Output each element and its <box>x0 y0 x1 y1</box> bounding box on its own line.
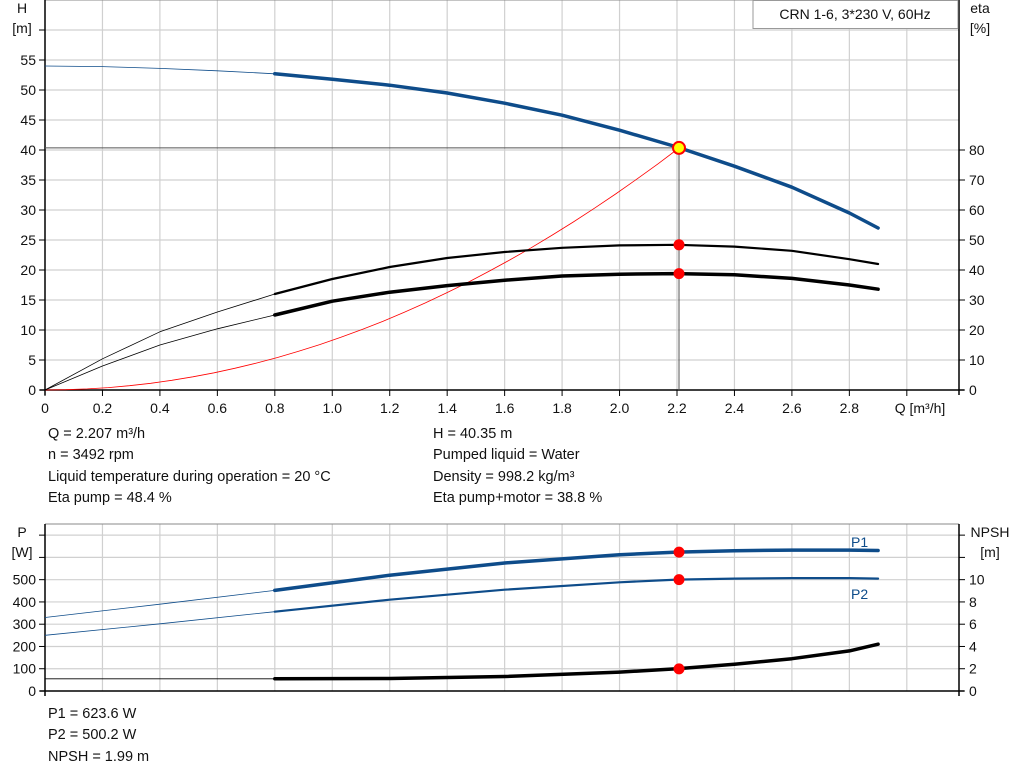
x-tick-label: 0.8 <box>265 400 285 416</box>
duty-point-marker <box>672 140 687 155</box>
chart-title: CRN 1-6, 3*230 V, 60Hz <box>779 6 930 22</box>
x-tick-label: 1.0 <box>323 400 343 416</box>
curve-npsh <box>273 642 880 681</box>
info-p2: P2 = 500.2 W <box>48 727 137 743</box>
legend-p1: P1 <box>851 534 868 550</box>
info-temperature: Liquid temperature during operation = 20… <box>48 469 331 485</box>
x-tick-label: 1.4 <box>437 400 457 416</box>
x-tick-label: 0 <box>41 400 49 416</box>
x-tick-label: 1.2 <box>380 400 400 416</box>
y2-tick-label: 4 <box>969 638 977 654</box>
curve-p2-extrapolated <box>44 611 275 636</box>
y-tick-label: 45 <box>20 112 36 128</box>
y2-tick-label: 60 <box>969 202 985 218</box>
y2-tick-label: 0 <box>969 382 977 398</box>
info-p1: P1 = 623.6 W <box>48 706 137 722</box>
y2-tick-label: 6 <box>969 616 977 632</box>
y2-tick-label: 2 <box>969 661 977 677</box>
y2-axis-label: NPSH <box>971 524 1010 540</box>
x-tick-label: 1.8 <box>552 400 572 416</box>
eta-pump-marker <box>673 239 685 251</box>
y-tick-label: 500 <box>13 572 37 588</box>
x-tick-label: 2.8 <box>840 400 860 416</box>
y-axis-label: H <box>17 0 27 16</box>
y-tick-label: 100 <box>13 661 37 677</box>
info-flow: Q = 2.207 m³/h <box>48 426 146 442</box>
y-tick-label: 30 <box>20 202 36 218</box>
info-head: H = 40.35 m <box>433 426 513 442</box>
curve-head <box>273 72 880 230</box>
y-tick-label: 200 <box>13 638 37 654</box>
y-tick-label: 300 <box>13 616 37 632</box>
x-tick-label: 2.0 <box>610 400 630 416</box>
p1-marker <box>673 546 685 558</box>
curve-p1-extrapolated <box>44 590 275 618</box>
legend-p2: P2 <box>851 586 868 602</box>
curve-eta_pump <box>273 243 880 296</box>
y-tick-label: 0 <box>28 382 36 398</box>
y-axis-unit: [W] <box>12 544 33 560</box>
y2-tick-label: 8 <box>969 594 977 610</box>
y-tick-label: 55 <box>20 52 36 68</box>
y-axis-unit: [m] <box>12 20 31 36</box>
y-tick-label: 400 <box>13 594 37 610</box>
eta-pump-motor-marker <box>673 268 685 280</box>
x-tick-label: 1.6 <box>495 400 515 416</box>
y-tick-label: 25 <box>20 232 36 248</box>
x-tick-label: 0.2 <box>93 400 113 416</box>
y2-tick-label: 0 <box>969 683 977 699</box>
x-tick-label: 0.6 <box>208 400 228 416</box>
y-tick-label: 5 <box>28 352 36 368</box>
curve-eta_pump-extrapolated <box>44 293 275 391</box>
y-tick-label: 40 <box>20 142 36 158</box>
y-tick-label: 50 <box>20 82 36 98</box>
y-axis-label: P <box>17 524 26 540</box>
npsh-marker <box>673 663 685 675</box>
info-speed: n = 3492 rpm <box>48 447 134 463</box>
y2-tick-label: 30 <box>969 292 985 308</box>
chart-title-box <box>752 0 959 29</box>
p2-marker <box>673 574 685 586</box>
info-liquid: Pumped liquid = Water <box>433 447 580 463</box>
y2-tick-label: 10 <box>969 352 985 368</box>
y2-tick-label: 10 <box>969 572 985 588</box>
y2-axis-label: eta <box>970 0 990 16</box>
y2-tick-label: 20 <box>969 322 985 338</box>
y-tick-label: 35 <box>20 172 36 188</box>
info-eta-pump: Eta pump = 48.4 % <box>48 490 172 506</box>
info-eta-total: Eta pump+motor = 38.8 % <box>433 490 603 506</box>
info-npsh: NPSH = 1.99 m <box>48 749 150 765</box>
y2-tick-label: 70 <box>969 172 985 188</box>
curve-head-extrapolated <box>44 65 275 75</box>
y2-axis-unit: [m] <box>980 544 999 560</box>
x-tick-label: 2.4 <box>725 400 745 416</box>
y-tick-label: 10 <box>20 322 36 338</box>
curve-eta_pump_motor <box>273 271 880 317</box>
y-tick-label: 0 <box>28 683 36 699</box>
y-tick-label: 20 <box>20 262 36 278</box>
y2-tick-label: 80 <box>969 142 985 158</box>
y-tick-label: 15 <box>20 292 36 308</box>
y2-tick-label: 40 <box>969 262 985 278</box>
x-tick-label: 2.6 <box>782 400 802 416</box>
curve-eta_pump_motor-extrapolated <box>44 314 275 391</box>
x-tick-label: 0.4 <box>150 400 170 416</box>
curve-p2 <box>273 576 880 613</box>
system-curve <box>44 147 680 391</box>
y2-tick-label: 50 <box>969 232 985 248</box>
x-tick-label: 2.2 <box>667 400 687 416</box>
info-density: Density = 998.2 kg/m³ <box>433 469 575 485</box>
x-axis-label: Q [m³/h] <box>895 400 946 416</box>
y2-axis-unit: [%] <box>970 20 990 36</box>
